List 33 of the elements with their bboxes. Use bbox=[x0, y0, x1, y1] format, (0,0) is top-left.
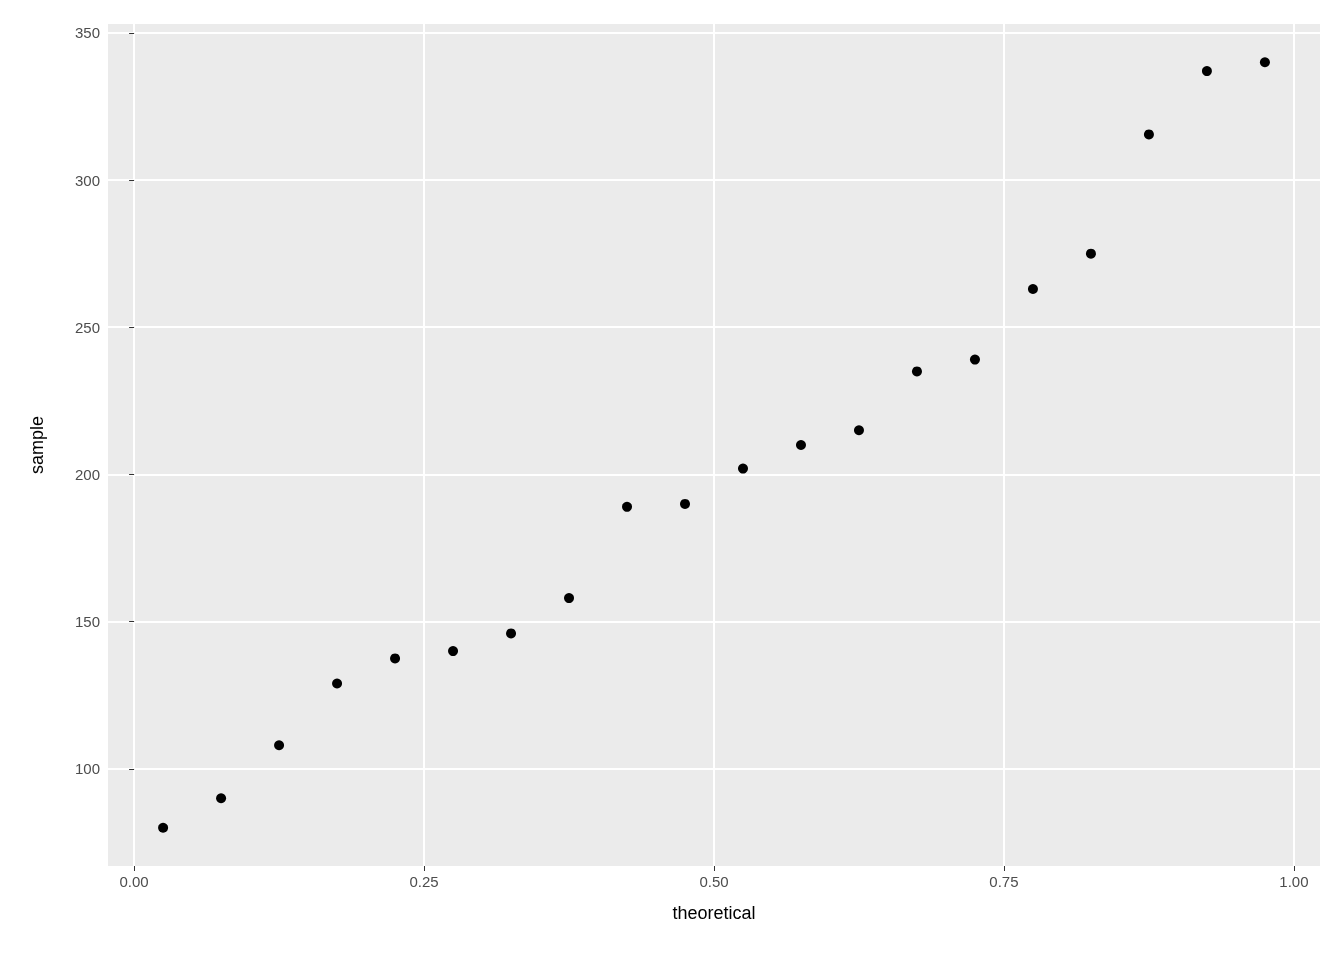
point bbox=[564, 593, 575, 604]
point bbox=[680, 498, 690, 509]
point bbox=[506, 628, 517, 639]
point bbox=[158, 822, 169, 833]
point bbox=[274, 740, 285, 751]
y-tick-label: 100 bbox=[74, 760, 100, 778]
point bbox=[622, 501, 633, 512]
x-tick-label: 1.00 bbox=[1279, 873, 1309, 890]
y-tick-label: 150 bbox=[74, 613, 100, 631]
x-tick-label: 0.50 bbox=[699, 873, 729, 890]
point bbox=[1201, 66, 1212, 77]
point bbox=[448, 646, 459, 657]
x-tick-label: 0.75 bbox=[989, 873, 1019, 890]
y-tick-label: 300 bbox=[74, 171, 100, 189]
point bbox=[853, 425, 864, 436]
x-axis-title: theoretical bbox=[672, 903, 756, 923]
point bbox=[1143, 129, 1154, 140]
y-tick-label: 350 bbox=[74, 24, 100, 42]
x-tick-label: 0.25 bbox=[409, 873, 439, 890]
point bbox=[738, 463, 748, 474]
point bbox=[390, 653, 401, 664]
point bbox=[216, 793, 227, 804]
point bbox=[1085, 248, 1096, 259]
point bbox=[1259, 57, 1270, 68]
x-tick-label: 0.00 bbox=[119, 873, 149, 890]
y-tick-label: 250 bbox=[74, 318, 100, 336]
point bbox=[796, 440, 806, 450]
point bbox=[911, 366, 922, 377]
y-tick-label: 200 bbox=[74, 465, 100, 483]
point bbox=[969, 354, 980, 365]
point bbox=[332, 678, 343, 689]
y-axis-title: sample bbox=[27, 415, 47, 475]
point bbox=[1027, 283, 1038, 294]
